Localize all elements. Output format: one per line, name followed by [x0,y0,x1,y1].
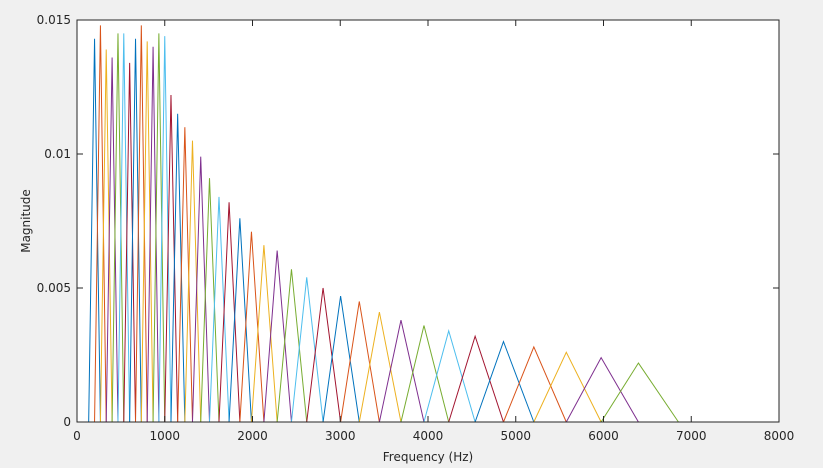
x-tick-label: 8000 [764,429,795,443]
filter-line [209,196,230,423]
filter-line [290,277,324,423]
filter-line [423,329,476,423]
filter-line [99,49,113,423]
filter-line [152,33,166,423]
filter-line [306,287,342,423]
y-tick-label: 0.015 [37,13,71,27]
filter-line [170,113,186,423]
filter-line [322,295,360,423]
filter-line [340,301,380,423]
filter-line [448,334,504,423]
x-tick-label: 6000 [588,429,619,443]
filter-line [184,140,202,423]
filter-line [503,345,567,423]
filter-line [94,25,107,423]
filter-line [378,320,425,423]
filter-line [177,127,193,423]
x-tick-label: 0 [73,429,81,443]
filter-line [135,25,148,423]
x-tick-label: 7000 [676,429,707,443]
x-tick-label: 3000 [325,429,356,443]
filter-line [474,340,535,423]
filter-line [263,250,292,423]
filter-line [358,312,402,423]
filter-line [191,156,211,423]
plot-area [77,20,779,422]
filter-line [105,57,119,423]
y-axis-label: Magnitude [19,189,33,253]
filter-line [200,178,220,423]
filter-line [218,202,241,423]
y-tick-label: 0 [63,415,71,429]
filter-line [600,362,679,423]
x-tick-label: 4000 [413,429,444,443]
filter-line [250,245,278,423]
filter-line [533,351,602,423]
filter-line [228,218,252,423]
filter-line [88,38,101,423]
filter-line [276,269,308,423]
filter-line [400,325,450,423]
filter-line [146,46,160,423]
x-tick-label: 1000 [149,429,180,443]
filter-line [117,33,131,423]
x-axis-label: Frequency (Hz) [383,450,474,464]
filter-line [164,95,179,423]
filter-line [129,38,142,423]
filter-line [123,62,137,423]
filter-line [239,231,265,423]
x-tick-label: 5000 [500,429,531,443]
filter-line [565,356,639,423]
filter-line [140,41,154,423]
y-tick-label: 0.01 [44,147,71,161]
y-tick-label: 0.005 [37,281,71,295]
x-tick-label: 2000 [237,429,268,443]
filter-line [158,36,172,423]
filter-line [111,33,125,423]
